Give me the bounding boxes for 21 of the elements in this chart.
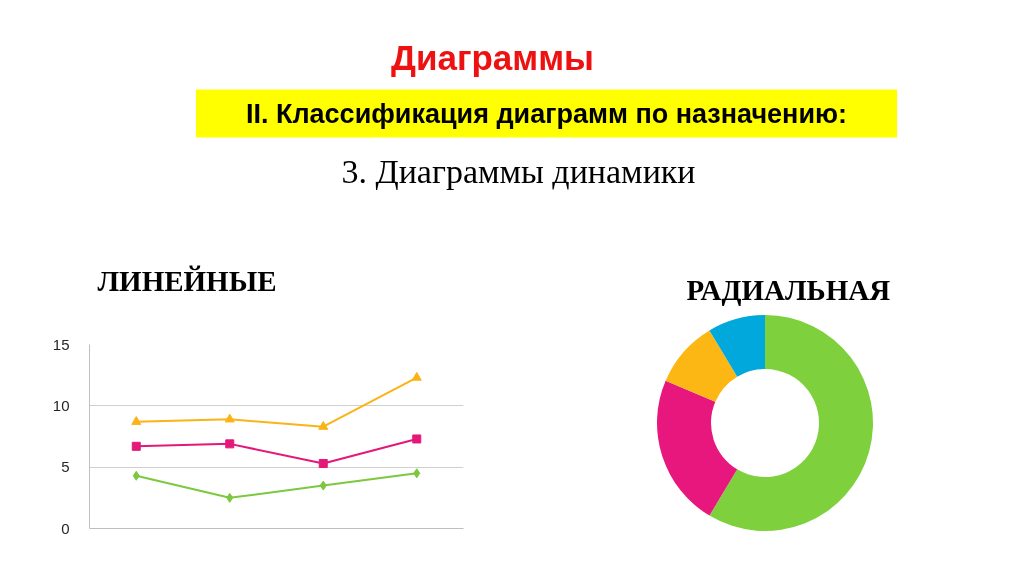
point	[225, 439, 235, 449]
point	[131, 416, 142, 425]
y-tick-label: 0	[61, 519, 70, 537]
point	[318, 420, 329, 430]
point	[226, 492, 234, 503]
y-tick-label: 5	[61, 458, 70, 476]
text: II. Классификация диаграмм по назначению:	[245, 98, 848, 129]
point	[413, 468, 421, 479]
point	[411, 371, 422, 381]
point	[318, 458, 328, 468]
point	[224, 413, 235, 423]
text: 3. Диаграммы динамики	[341, 153, 696, 190]
y-tick-label: 15	[52, 335, 70, 353]
point	[131, 441, 141, 451]
chart-title: РАДИАЛЬНАЯ	[686, 273, 891, 306]
chart-title: ЛИНЕЙНЫЕ	[97, 264, 277, 297]
text: Диаграммы	[390, 38, 595, 77]
y-tick-label: 10	[52, 396, 70, 414]
point	[319, 480, 327, 491]
point	[412, 434, 422, 444]
point	[132, 470, 140, 481]
